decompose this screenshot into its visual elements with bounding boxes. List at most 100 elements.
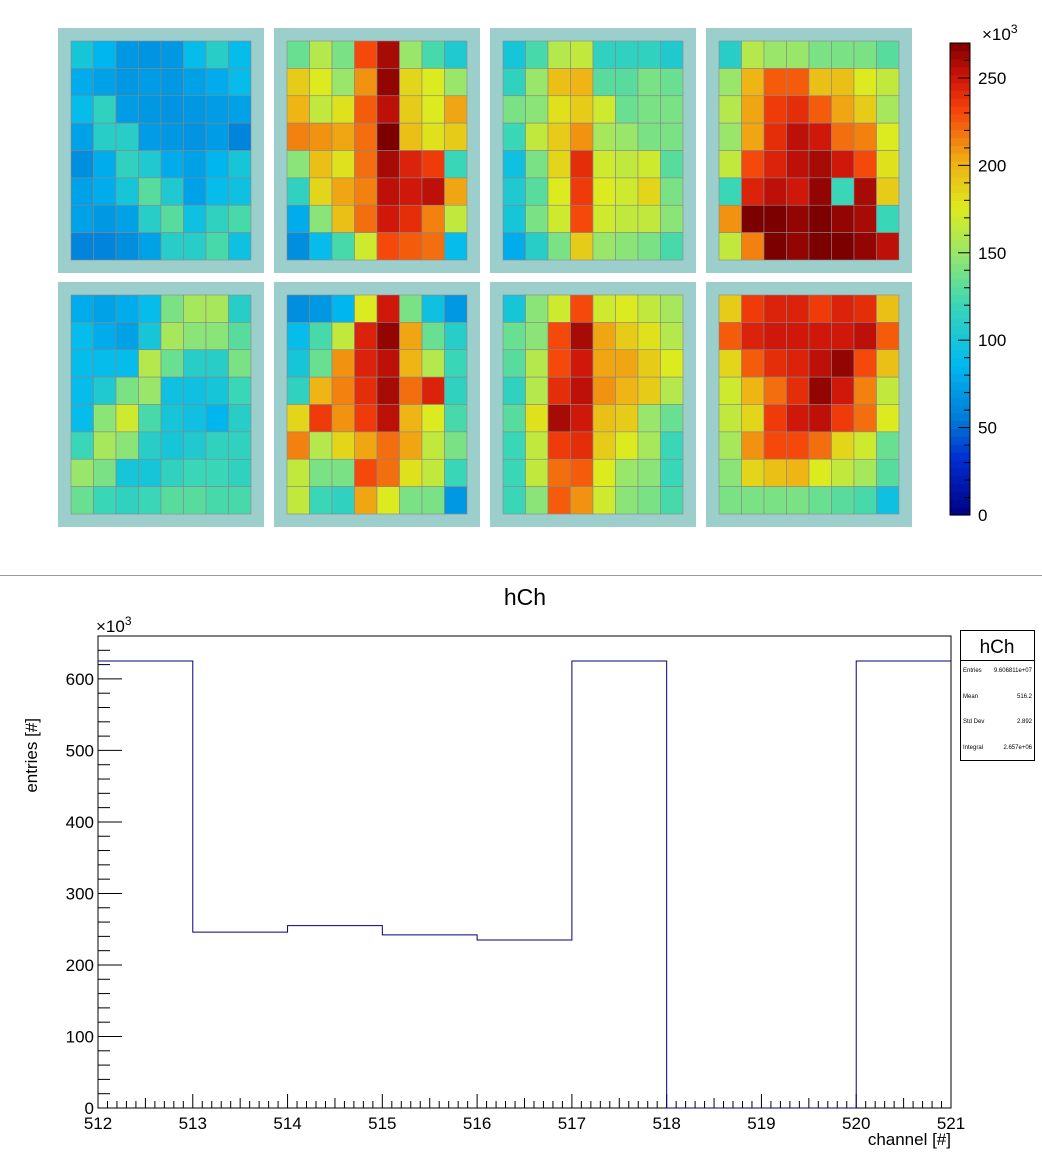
- heatmap-cell: [637, 322, 661, 351]
- heatmap-cell: [228, 150, 252, 179]
- heatmap-cell: [637, 458, 661, 487]
- heatmap-cell: [354, 95, 378, 124]
- heatmap-cell: [876, 431, 900, 460]
- colorbar-segment: [950, 255, 970, 264]
- heatmap-cell: [286, 431, 310, 460]
- heatmap-cell: [660, 376, 684, 405]
- heatmap-cell: [502, 68, 526, 97]
- heatmap-cell: [421, 40, 445, 69]
- heatmap-cell: [205, 232, 229, 261]
- x-tick-label: 517: [558, 1114, 586, 1133]
- heatmap-module: [58, 28, 264, 273]
- heatmap-cell: [331, 177, 355, 206]
- heatmap-cell: [183, 177, 207, 206]
- heatmap-cell: [331, 95, 355, 124]
- heatmap-cell: [70, 95, 94, 124]
- heatmap-cell: [547, 232, 571, 261]
- heatmap-cell: [502, 486, 526, 515]
- heatmap-cell: [93, 322, 117, 351]
- heatmap-cell: [876, 458, 900, 487]
- heatmap-cell: [444, 431, 468, 460]
- heatmap-cell: [331, 204, 355, 233]
- heatmap-cell: [502, 122, 526, 151]
- heatmap-cell: [444, 232, 468, 261]
- heatmap-cell: [183, 68, 207, 97]
- heatmap-cell: [502, 322, 526, 351]
- heatmap-cell: [615, 294, 639, 323]
- heatmap-cell: [421, 177, 445, 206]
- heatmap-cell: [331, 40, 355, 69]
- heatmap-cell: [160, 404, 184, 433]
- heatmap-cell: [115, 232, 139, 261]
- heatmap-cell: [309, 150, 333, 179]
- heatmap-cell: [525, 486, 549, 515]
- heatmap-cell: [138, 349, 162, 378]
- stats-row-value: 2.892: [1017, 719, 1033, 725]
- heatmap-cell: [183, 150, 207, 179]
- x-tick-label: 516: [463, 1114, 491, 1133]
- heatmap-cell: [615, 431, 639, 460]
- colorbar-segment: [950, 82, 970, 91]
- heatmap-cell: [763, 122, 787, 151]
- colorbar-segment: [950, 247, 970, 256]
- colorbar-tick-label: 250: [978, 69, 1006, 88]
- heatmap-cell: [876, 68, 900, 97]
- heatmap-cell: [853, 349, 877, 378]
- heatmap-cell: [228, 95, 252, 124]
- heatmap-cell: [660, 431, 684, 460]
- colorbar-segment: [950, 436, 970, 445]
- heatmap-cell: [615, 404, 639, 433]
- heatmap-cell: [502, 431, 526, 460]
- heatmap-cell: [228, 294, 252, 323]
- heatmap-cell: [376, 40, 400, 69]
- heatmap-cell: [741, 431, 765, 460]
- histogram-title: hCh: [504, 584, 546, 610]
- heatmap-modules: [58, 28, 912, 527]
- heatmap-cell: [718, 404, 742, 433]
- heatmap-cell: [570, 204, 594, 233]
- heatmap-cell: [741, 40, 765, 69]
- heatmap-cell: [831, 95, 855, 124]
- colorbar-segment: [950, 129, 970, 138]
- heatmap-cell: [138, 150, 162, 179]
- heatmap-cell: [93, 177, 117, 206]
- heatmap-cell: [286, 404, 310, 433]
- heatmap-cell: [138, 458, 162, 487]
- heatmap-cell: [831, 431, 855, 460]
- colorbar-segment: [950, 302, 970, 312]
- heatmap-cell: [547, 95, 571, 124]
- heatmap-cell: [286, 486, 310, 515]
- colorbar-segment: [950, 499, 970, 508]
- heatmap-cell: [421, 486, 445, 515]
- heatmap-cell: [331, 232, 355, 261]
- heatmap-cell: [115, 294, 139, 323]
- colorbar-segment: [950, 66, 970, 76]
- heatmap-cell: [160, 232, 184, 261]
- heatmap-cell: [421, 150, 445, 179]
- heatmap-cell: [228, 322, 252, 351]
- heatmap-cell: [138, 95, 162, 124]
- heatmap-cell: [831, 486, 855, 515]
- heatmap-cell: [421, 95, 445, 124]
- stats-row-label: Std Dev: [963, 719, 984, 725]
- heatmap-cell: [228, 40, 252, 69]
- heatmap-cell: [70, 40, 94, 69]
- heatmap-cell: [853, 294, 877, 323]
- colorbar-segment: [950, 373, 970, 382]
- heatmap-cell: [444, 294, 468, 323]
- heatmap-cell: [331, 431, 355, 460]
- heatmap-cell: [309, 232, 333, 261]
- heatmap-cell: [286, 68, 310, 97]
- heatmap-cell: [876, 322, 900, 351]
- heatmap-cell: [808, 404, 832, 433]
- heatmap-cell: [718, 486, 742, 515]
- heatmap-cell: [570, 404, 594, 433]
- heatmap-cell: [786, 322, 810, 351]
- heatmap-cell: [763, 204, 787, 233]
- heatmap-cell: [70, 486, 94, 515]
- heatmap-cell: [525, 404, 549, 433]
- y-tick-label: 600: [66, 670, 94, 689]
- heatmap-module: [274, 28, 480, 273]
- colorbar-segment: [950, 404, 970, 414]
